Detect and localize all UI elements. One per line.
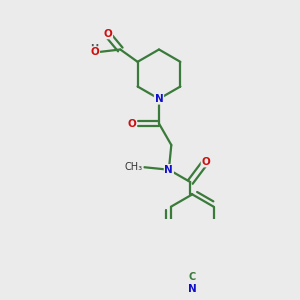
Text: O: O xyxy=(128,118,136,128)
Text: O: O xyxy=(201,157,210,166)
Text: N: N xyxy=(164,165,173,175)
Text: H: H xyxy=(90,44,98,54)
Text: N: N xyxy=(154,94,164,104)
Text: O: O xyxy=(103,28,112,38)
Text: O: O xyxy=(91,47,99,57)
Text: N: N xyxy=(188,284,197,294)
Text: C: C xyxy=(189,272,196,282)
Text: CH₃: CH₃ xyxy=(125,162,143,172)
